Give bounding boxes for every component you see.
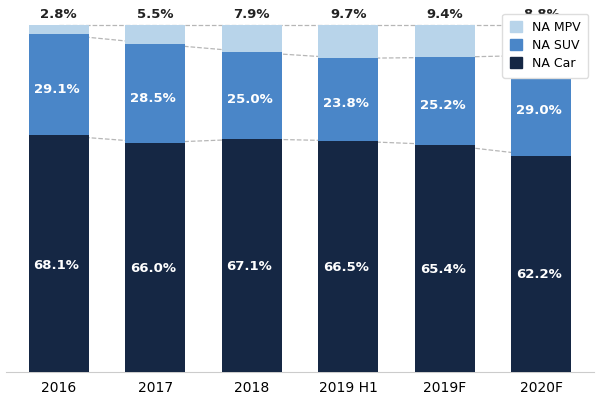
Bar [125, 25, 185, 44]
Bar [319, 25, 378, 59]
Text: 65.4%: 65.4% [419, 263, 466, 276]
Bar [415, 145, 475, 372]
Text: 28.5%: 28.5% [130, 92, 176, 105]
Text: 29.1%: 29.1% [34, 83, 79, 97]
Bar [222, 25, 281, 52]
Text: 5.5%: 5.5% [137, 8, 173, 20]
Text: 25.0%: 25.0% [227, 93, 272, 106]
Bar [125, 44, 185, 143]
Text: 2.8%: 2.8% [40, 8, 77, 20]
Bar [222, 139, 281, 372]
Text: 66.5%: 66.5% [323, 261, 369, 274]
Bar [415, 25, 475, 57]
Text: 67.1%: 67.1% [227, 260, 272, 273]
Bar [511, 55, 571, 156]
Text: 23.8%: 23.8% [323, 97, 369, 110]
Text: 8.8%: 8.8% [523, 8, 560, 20]
Bar [319, 59, 378, 141]
Bar [222, 52, 281, 139]
Text: 66.0%: 66.0% [130, 262, 176, 275]
Text: 29.0%: 29.0% [516, 104, 562, 117]
Bar [415, 57, 475, 145]
Text: 9.4%: 9.4% [427, 8, 463, 20]
Text: 62.2%: 62.2% [516, 268, 562, 281]
Text: 7.9%: 7.9% [233, 8, 270, 20]
Bar [29, 136, 89, 372]
Bar [511, 25, 571, 55]
Legend: NA MPV, NA SUV, NA Car: NA MPV, NA SUV, NA Car [502, 14, 588, 78]
Bar [319, 141, 378, 372]
Text: 68.1%: 68.1% [34, 259, 79, 272]
Bar [125, 143, 185, 372]
Bar [511, 156, 571, 372]
Bar [29, 34, 89, 136]
Text: 25.2%: 25.2% [419, 99, 465, 112]
Text: 9.7%: 9.7% [330, 8, 367, 20]
Bar [29, 25, 89, 34]
